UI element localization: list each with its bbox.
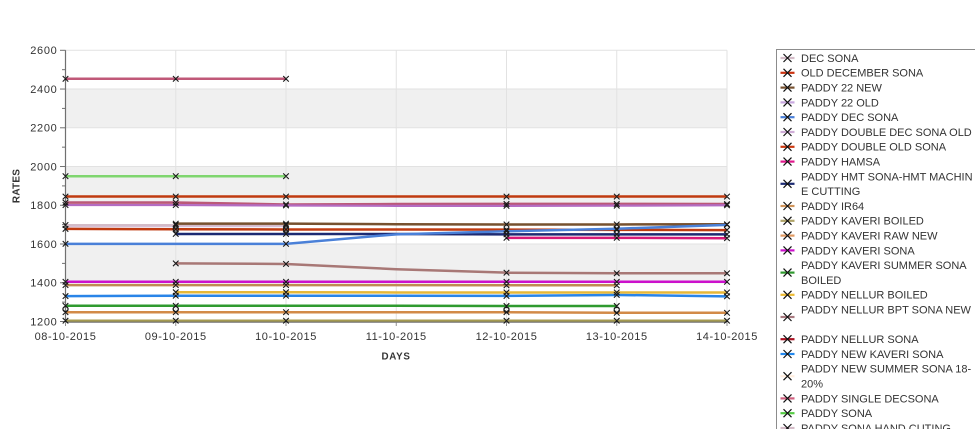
svg-text:PADDY 22 NEW: PADDY 22 NEW	[801, 83, 883, 95]
svg-text:1800: 1800	[30, 200, 57, 212]
svg-text:2400: 2400	[30, 84, 57, 96]
svg-text:14-10-2015: 14-10-2015	[696, 331, 758, 343]
svg-text:PADDY SONA: PADDY SONA	[801, 408, 873, 420]
svg-text:1400: 1400	[30, 278, 57, 290]
svg-text:PADDY NEW KAVERI SONA: PADDY NEW KAVERI SONA	[801, 349, 944, 361]
svg-text:08-10-2015: 08-10-2015	[35, 331, 97, 343]
svg-text:PADDY HAMSA: PADDY HAMSA	[801, 157, 881, 169]
svg-text:PADDY KAVERI BOILED: PADDY KAVERI BOILED	[801, 216, 924, 228]
svg-text:PADDY DOUBLE OLD SONA: PADDY DOUBLE OLD SONA	[801, 142, 947, 154]
svg-text:2000: 2000	[30, 161, 57, 173]
svg-text:PADDY KAVERI RAW NEW: PADDY KAVERI RAW NEW	[801, 231, 938, 243]
svg-text:13-10-2015: 13-10-2015	[586, 331, 648, 343]
svg-text:PADDY NEW SUMMER SONA 18-: PADDY NEW SUMMER SONA 18-	[801, 364, 971, 376]
svg-text:PADDY KAVERI SONA: PADDY KAVERI SONA	[801, 245, 915, 257]
svg-text:2200: 2200	[30, 123, 57, 135]
svg-text:1200: 1200	[30, 316, 57, 328]
svg-text:PADDY NELLUR BPT SONA NEW: PADDY NELLUR BPT SONA NEW	[801, 305, 972, 317]
svg-text:PADDY IR64: PADDY IR64	[801, 201, 864, 213]
svg-text:DEC SONA: DEC SONA	[801, 53, 859, 65]
svg-text:PADDY 22 OLD: PADDY 22 OLD	[801, 97, 879, 109]
svg-text:PADDY KAVERI SUMMER SONA: PADDY KAVERI SUMMER SONA	[801, 260, 967, 272]
svg-text:PADDY SONA HAND CUTING: PADDY SONA HAND CUTING	[801, 423, 951, 429]
svg-text:PADDY SINGLE DECSONA: PADDY SINGLE DECSONA	[801, 393, 939, 405]
svg-text:12-10-2015: 12-10-2015	[476, 331, 538, 343]
svg-text:2600: 2600	[30, 45, 57, 57]
svg-text:E CUTTING: E CUTTING	[801, 186, 860, 198]
svg-text:20%: 20%	[801, 379, 823, 391]
svg-text:09-10-2015: 09-10-2015	[145, 331, 207, 343]
svg-text:10-10-2015: 10-10-2015	[255, 331, 317, 343]
svg-text:1600: 1600	[30, 239, 57, 251]
svg-text:DAYS: DAYS	[381, 352, 410, 363]
svg-text:BOILED: BOILED	[801, 275, 841, 287]
svg-text:11-10-2015: 11-10-2015	[366, 331, 427, 343]
svg-text:PADDY HMT SONA-HMT MACHIN: PADDY HMT SONA-HMT MACHIN	[801, 171, 973, 183]
svg-text:OLD DECEMBER SONA: OLD DECEMBER SONA	[801, 68, 924, 80]
svg-text:PADDY NELLUR BOILED: PADDY NELLUR BOILED	[801, 290, 928, 302]
svg-text:PADDY DEC SONA: PADDY DEC SONA	[801, 112, 899, 124]
svg-text:RATES: RATES	[12, 169, 23, 203]
svg-text:PADDY NELLUR SONA: PADDY NELLUR SONA	[801, 334, 919, 346]
svg-text:PADDY DOUBLE DEC SONA OLD: PADDY DOUBLE DEC SONA OLD	[801, 127, 972, 139]
